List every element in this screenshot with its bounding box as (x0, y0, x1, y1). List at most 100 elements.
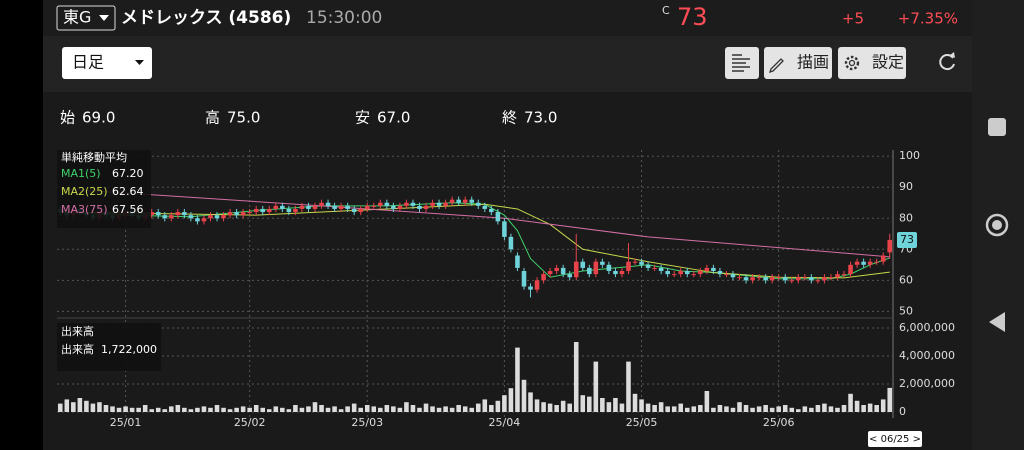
candle-body (214, 215, 220, 219)
volume-bar (378, 407, 383, 412)
volume-bar (482, 399, 488, 412)
candle-body (280, 205, 285, 209)
candle-body (560, 267, 566, 275)
volume-bar (671, 406, 677, 412)
volume-bar (280, 407, 285, 412)
volume-bar (763, 405, 768, 412)
candle-body (195, 218, 200, 222)
volume-bar (887, 387, 893, 412)
volume-bar (260, 407, 266, 412)
toolbar (43, 36, 972, 92)
volume-bar (84, 400, 89, 412)
candle-body (293, 208, 298, 213)
volume-bar (410, 405, 416, 412)
candle-body (828, 277, 834, 279)
candle-body (378, 202, 383, 206)
ma-legend-box (57, 150, 151, 228)
recents-icon[interactable] (988, 118, 1006, 136)
volume-bar (436, 407, 442, 412)
candle-body (371, 205, 377, 207)
volume-bar (214, 405, 220, 412)
candle-body (221, 215, 226, 219)
candle-body (319, 202, 324, 206)
volume-bar (541, 402, 546, 412)
candle-body (698, 271, 703, 275)
x-tick-label: 25/02 (234, 416, 266, 429)
back-icon[interactable] (989, 312, 1005, 332)
volume-bar (567, 403, 572, 412)
candle-body (573, 261, 579, 278)
volume-bar (880, 399, 886, 412)
ma-name: MA2(25) (61, 185, 108, 198)
candle-body (782, 277, 788, 281)
candle-body (423, 205, 429, 209)
candle-body (430, 202, 435, 206)
volume-bar (325, 407, 331, 412)
candle-body (312, 205, 318, 209)
candle-body (587, 267, 592, 275)
candle-body (404, 202, 409, 206)
candle-body (861, 261, 866, 265)
candle-body (835, 274, 840, 278)
volume-bar (554, 405, 559, 412)
volume-bar (580, 395, 586, 412)
y-tick-label: 100 (899, 149, 920, 162)
candle-body (299, 205, 305, 209)
refresh-icon[interactable] (939, 54, 955, 71)
volume-bar (528, 392, 533, 412)
candle-body (769, 277, 775, 281)
candle-body (737, 277, 742, 279)
candle-body (286, 208, 292, 213)
volume-bar (854, 400, 860, 412)
candle-body (482, 205, 488, 209)
candle-body (325, 202, 331, 206)
volume-bar (619, 403, 625, 412)
volume-title: 出来高 (61, 324, 94, 338)
volume-bar (273, 406, 279, 412)
candle-body (880, 255, 886, 262)
plot (57, 188, 893, 412)
period-select[interactable] (62, 47, 152, 79)
change-pct: +7.35% (898, 10, 958, 28)
volume-bar (534, 399, 540, 412)
ma-value: 67.56 (112, 203, 144, 216)
volume-bar (776, 406, 781, 412)
candle-body (724, 274, 729, 276)
candle-body (208, 215, 213, 219)
candle-body (508, 236, 514, 250)
volume-bar (626, 361, 631, 412)
volume-bar (306, 406, 311, 412)
volume-bar (391, 406, 396, 412)
home-icon[interactable] (985, 213, 1009, 237)
volume-bar (404, 402, 409, 412)
draw-button[interactable] (764, 47, 832, 79)
candle-body (528, 286, 533, 290)
candle-body (456, 199, 461, 203)
volume-bar (515, 347, 520, 412)
ma-value: 67.20 (112, 167, 144, 180)
candle-body (606, 264, 612, 272)
price-tag-box (897, 231, 917, 248)
candle-body (338, 205, 344, 209)
volume-bar (397, 407, 403, 412)
candle-body (515, 255, 520, 268)
candle-body (489, 208, 494, 213)
volume-bar (312, 402, 318, 412)
ma-line (60, 203, 890, 279)
candle-body (240, 212, 246, 216)
dropdown-arrow (99, 15, 109, 21)
pencil-icon (768, 58, 784, 74)
candle-body (201, 218, 207, 222)
volume-bar (142, 405, 148, 412)
volume-bar (861, 405, 866, 412)
volume-bar (730, 407, 736, 412)
ma-title: 単純移動平均 (61, 150, 127, 164)
volume-bar (782, 405, 788, 412)
settings-button[interactable] (838, 47, 906, 79)
price: 73 (677, 3, 708, 31)
volume-bar (613, 398, 618, 412)
market-select[interactable] (56, 5, 116, 31)
candle-body (469, 199, 475, 203)
volume-bar (802, 406, 808, 412)
